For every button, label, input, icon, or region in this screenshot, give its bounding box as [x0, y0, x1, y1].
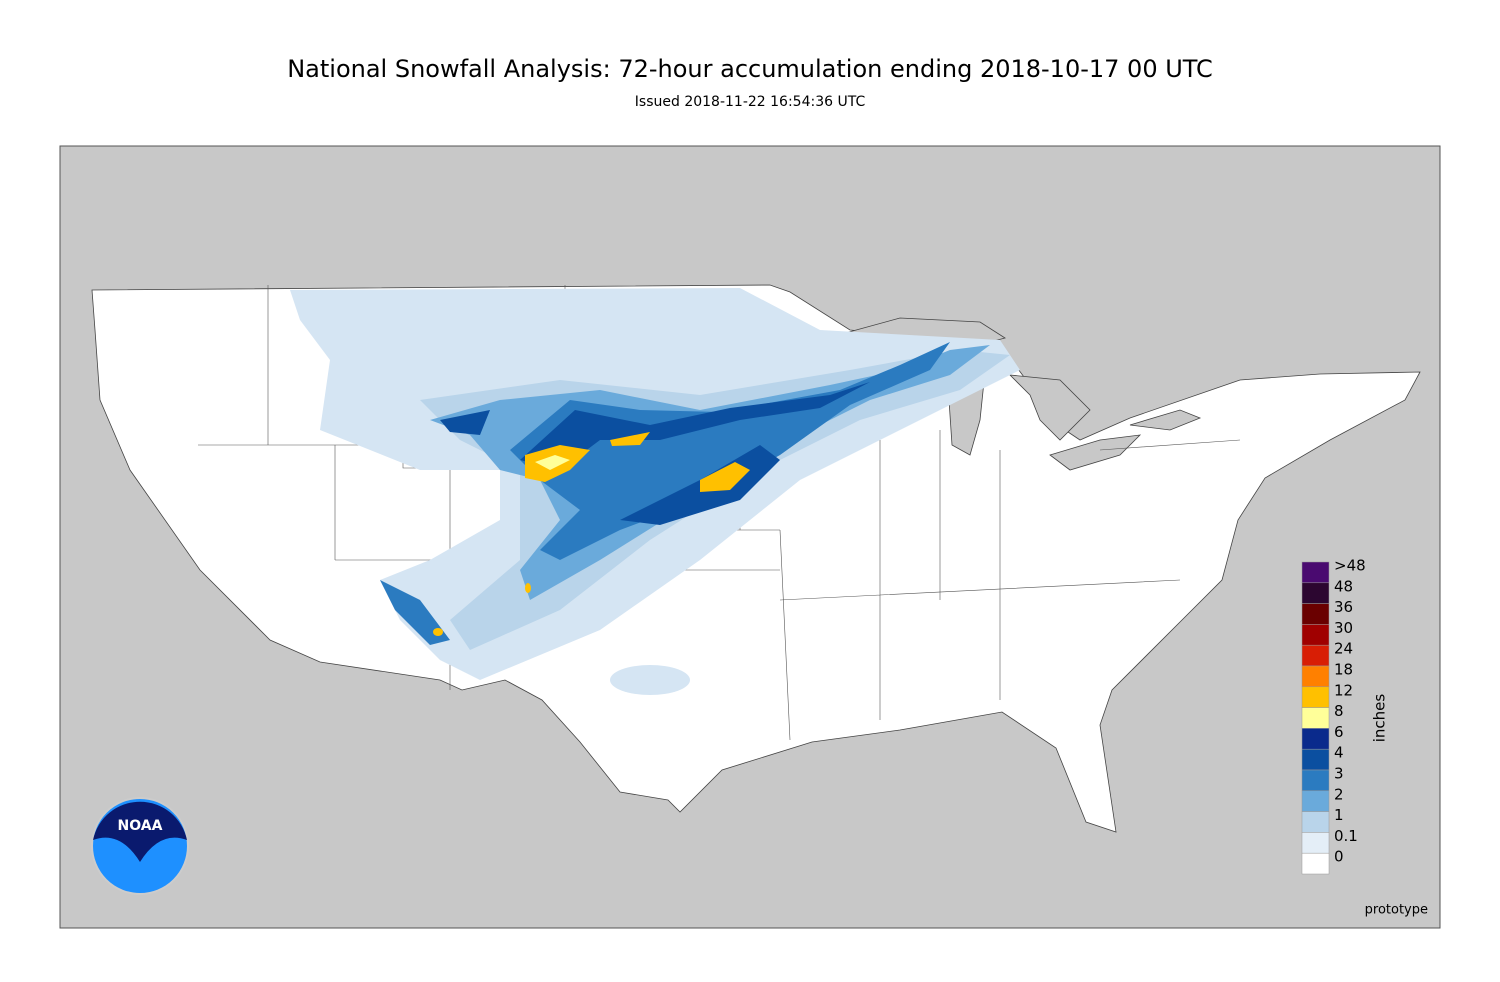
great-lakes	[837, 317, 1202, 471]
legend-label: >48	[1334, 557, 1366, 575]
legend-swatch	[1301, 665, 1330, 688]
legend-label: 8	[1334, 702, 1344, 720]
legend-swatch	[1301, 644, 1330, 667]
map: NOAA prototype	[59, 145, 1441, 929]
legend-swatch	[1301, 811, 1330, 833]
legend-label: 1	[1334, 806, 1344, 824]
legend-swatch	[1301, 790, 1330, 812]
legend-swatch	[1301, 728, 1330, 750]
logo-text: NOAA	[118, 818, 163, 834]
legend-swatch	[1301, 707, 1330, 729]
legend-swatch	[1301, 603, 1330, 625]
legend-unit: inches	[1371, 694, 1389, 743]
legend-label: 12	[1334, 681, 1353, 699]
legend-swatch	[1301, 561, 1330, 584]
legend-swatch	[1301, 624, 1330, 646]
legend-swatch	[1301, 748, 1330, 771]
legend-swatch	[1301, 686, 1330, 708]
snowfall	[290, 288, 1020, 695]
legend-label: 18	[1334, 661, 1353, 679]
legend-label: 24	[1334, 640, 1353, 658]
legend-label: 48	[1334, 577, 1353, 595]
legend-label: 3	[1334, 765, 1344, 783]
noaa-logo: NOAA	[91, 797, 189, 895]
legend-label: 6	[1334, 723, 1344, 741]
legend-swatch	[1301, 852, 1330, 875]
legend: inches >48 48 36 30 24 18 12 8 6 4 3 2 1 0.1 0	[1301, 557, 1389, 875]
legend-label: 0.1	[1334, 827, 1358, 845]
legend-swatch	[1301, 832, 1330, 854]
note: prototype	[1365, 903, 1428, 918]
subtitle: Issued 2018-11-22 16:54:36 UTC	[635, 94, 866, 110]
legend-swatch	[1301, 769, 1330, 792]
title: National Snowfall Analysis: 72-hour accu…	[287, 55, 1213, 83]
legend-label: 2	[1334, 785, 1344, 803]
legend-label: 36	[1334, 598, 1353, 616]
legend-label: 0	[1334, 848, 1344, 866]
legend-swatch	[1301, 582, 1330, 604]
legend-label: 30	[1334, 619, 1353, 637]
legend-label: 4	[1334, 744, 1344, 762]
